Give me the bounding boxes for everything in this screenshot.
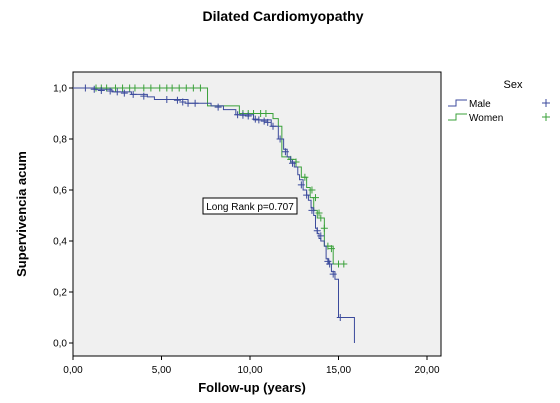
censor-mark-male bbox=[239, 111, 247, 119]
chart-title: Dilated Cardiomyopathy bbox=[202, 8, 363, 24]
censor-mark-male bbox=[288, 159, 296, 167]
censor-mark-male bbox=[113, 88, 121, 96]
censor-mark-women bbox=[262, 110, 270, 117]
y-tick-label: 0,2 bbox=[53, 288, 67, 299]
x-tick-label: 10,00 bbox=[237, 365, 262, 376]
censor-mark-male bbox=[129, 90, 137, 98]
censor-mark-male bbox=[106, 87, 114, 95]
x-tick-label: 20,00 bbox=[414, 365, 439, 376]
censor-mark-women bbox=[111, 84, 119, 92]
y-tick-label: 1,0 bbox=[53, 84, 67, 95]
censor-mark-women bbox=[168, 84, 176, 92]
censor-mark-women bbox=[317, 214, 325, 222]
legend-title: Sex bbox=[504, 79, 523, 91]
censor-mark-male bbox=[97, 87, 105, 95]
censor-mark-women bbox=[320, 224, 328, 232]
censor-mark-women bbox=[301, 173, 309, 181]
y-tick-label: 0,8 bbox=[53, 135, 67, 146]
y-tick-label: 0,4 bbox=[53, 237, 67, 248]
censor-mark-male bbox=[260, 117, 268, 125]
annotation-text: Long Rank p=0.707 bbox=[206, 202, 294, 213]
legend-line-male bbox=[448, 99, 467, 107]
censor-mark-women bbox=[119, 84, 127, 92]
censor-mark-male bbox=[269, 122, 277, 130]
censor-mark-women bbox=[140, 84, 148, 92]
censor-mark-male bbox=[276, 135, 284, 143]
censor-mark-male bbox=[317, 232, 325, 240]
censor-mark-male bbox=[251, 115, 259, 123]
censor-mark-women bbox=[340, 260, 348, 268]
censor-mark-male bbox=[191, 99, 199, 107]
censor-mark-women bbox=[189, 84, 197, 92]
legend: Sex Male Women bbox=[448, 79, 550, 124]
censor-mark-male bbox=[163, 95, 171, 103]
y-axis-title: Supervivencia acum bbox=[14, 151, 29, 277]
x-tick-label: 15,00 bbox=[326, 365, 351, 376]
censor-mark-women bbox=[182, 84, 190, 92]
censor-mark-women bbox=[327, 245, 335, 253]
legend-label-male: Male bbox=[469, 99, 491, 110]
censor-mark-male bbox=[326, 260, 334, 268]
y-tick-label: 0,0 bbox=[53, 339, 67, 350]
censor-mark-male bbox=[264, 118, 272, 126]
censor-mark-male bbox=[308, 206, 316, 214]
censor-mark-male bbox=[329, 270, 337, 278]
x-tick-label: 0,00 bbox=[63, 365, 83, 376]
censor-mark-women bbox=[175, 84, 183, 92]
censor-mark-male bbox=[303, 191, 311, 199]
series-layer bbox=[73, 84, 355, 343]
censor-mark-male bbox=[81, 84, 89, 92]
censor-mark-male bbox=[173, 96, 181, 104]
censor-mark-male bbox=[281, 148, 289, 156]
censor-mark-women bbox=[147, 84, 155, 92]
censor-mark-women bbox=[315, 209, 323, 217]
censor-mark-male bbox=[120, 89, 128, 97]
legend-line-women bbox=[448, 113, 467, 121]
x-axis-title: Follow-up (years) bbox=[198, 380, 306, 395]
y-tick-label: 0,6 bbox=[53, 186, 67, 197]
censor-mark-women bbox=[308, 186, 316, 194]
annotation-box: Long Rank p=0.707 bbox=[202, 197, 298, 215]
x-axis: 0,00 5,00 10,00 15,00 20,00 bbox=[63, 356, 440, 376]
legend-censor-women bbox=[542, 113, 550, 121]
censor-mark-women bbox=[156, 84, 164, 92]
censor-mark-male bbox=[336, 314, 344, 321]
censor-mark-male bbox=[244, 112, 252, 120]
censor-mark-male bbox=[255, 116, 263, 124]
x-tick-label: 5,00 bbox=[152, 365, 172, 376]
y-axis: 0,0 0,2 0,4 0,6 0,8 1,0 bbox=[53, 84, 73, 350]
censor-mark-male bbox=[140, 92, 148, 100]
legend-label-women: Women bbox=[469, 113, 503, 124]
censor-mark-male bbox=[179, 98, 187, 106]
legend-censor-male bbox=[542, 99, 550, 107]
censor-mark-male bbox=[184, 99, 192, 107]
censor-mark-male bbox=[297, 181, 305, 189]
censor-mark-male bbox=[90, 85, 98, 93]
censor-mark-male bbox=[234, 111, 242, 119]
censor-mark-women bbox=[311, 194, 319, 202]
censor-mark-male bbox=[313, 227, 321, 235]
censor-mark-women bbox=[196, 84, 204, 92]
censor-mark-male bbox=[214, 103, 222, 111]
censor-mark-women bbox=[103, 84, 111, 92]
censor-mark-women bbox=[131, 84, 139, 92]
